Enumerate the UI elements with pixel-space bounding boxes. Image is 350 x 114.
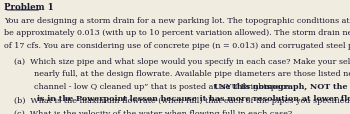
Text: You are designing a storm drain for a new parking lot. The topographic condition: You are designing a storm drain for a ne…	[4, 17, 350, 25]
Text: be approximately 0.013 (with up to 10 percent variation allowed). The storm drai: be approximately 0.013 (with up to 10 pe…	[4, 29, 350, 37]
Text: of 17 cfs. You are considering use of concrete pipe (n = 0.013) and corrugated s: of 17 cfs. You are considering use of co…	[4, 42, 350, 50]
Text: Use this nomograph, NOT the one that: Use this nomograph, NOT the one that	[214, 82, 350, 90]
Text: is in the Powerpoint lesson because it has more resolution at lower flowrates.: is in the Powerpoint lesson because it h…	[4, 95, 350, 103]
Text: (b)  What is the maximum flowrate (when full) that each of the pipes you specifi: (b) What is the maximum flowrate (when f…	[4, 96, 350, 104]
Text: Problem 1: Problem 1	[4, 3, 54, 12]
Text: (a)  Which size pipe and what slope would you specify in each case? Make your se: (a) Which size pipe and what slope would…	[4, 57, 350, 65]
Text: (c)  What is the velocity of the water when flowing full in each case?: (c) What is the velocity of the water wh…	[4, 109, 293, 114]
Text: channel - low Q cleaned up” that is posted at NYU Brightspace.: channel - low Q cleaned up” that is post…	[4, 82, 295, 90]
Text: nearly full, at the design flowrate. Available pipe diameters are those listed n: nearly full, at the design flowrate. Ava…	[4, 70, 350, 78]
